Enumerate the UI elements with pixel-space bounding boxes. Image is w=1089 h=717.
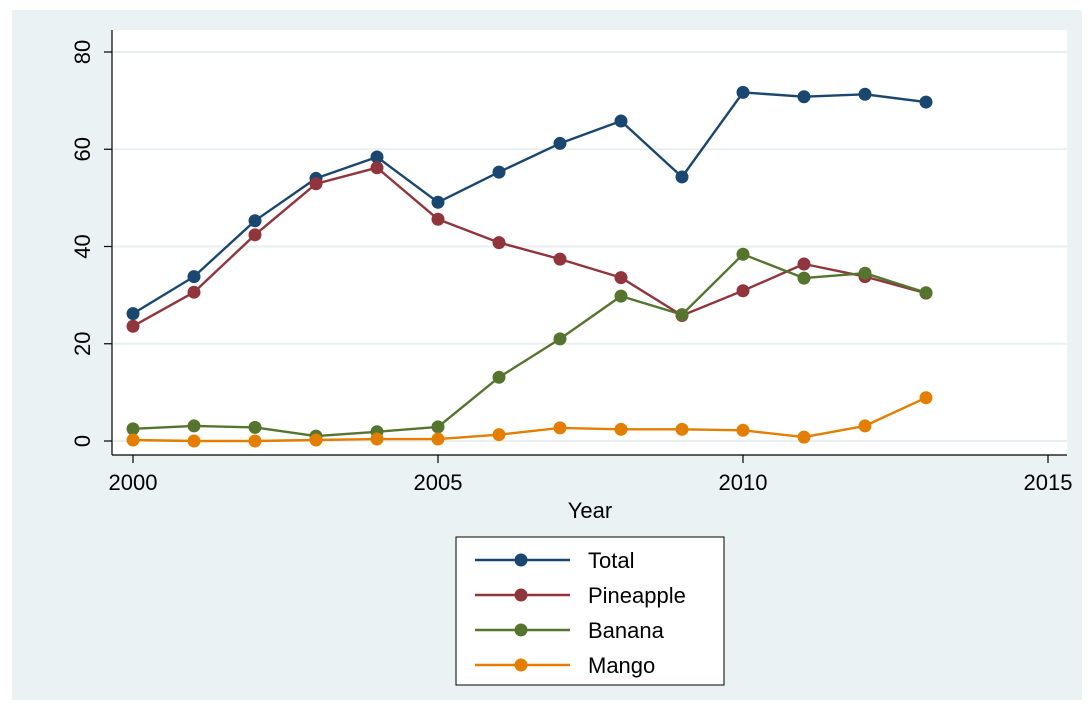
data-point [736,247,750,261]
data-point [492,428,506,442]
data-point [126,307,140,321]
series-line [132,396,927,443]
legend-swatch-marker [514,658,528,672]
data-point [797,90,811,104]
legend-swatch-marker [514,588,528,602]
data-point [614,289,628,303]
legend-label: Pineapple [588,583,686,608]
data-point [797,271,811,285]
x-tick-label: 2015 [1024,470,1073,495]
data-point [309,433,323,447]
data-point [919,286,933,300]
data-point [614,271,628,285]
data-point [919,95,933,109]
x-tick-label: 2005 [414,470,463,495]
data-point [797,257,811,271]
y-tick-label: 40 [70,234,95,258]
data-point [675,308,689,322]
data-point [370,161,384,175]
data-point [431,212,445,226]
data-point [919,391,933,405]
data-point [370,432,384,446]
y-tick-label: 0 [70,435,95,447]
y-tick-label: 20 [70,332,95,356]
data-point [248,434,262,448]
legend-swatch-marker [514,623,528,637]
x-axis: 2000 2005 2010 2015 [109,454,1073,495]
data-point [248,228,262,242]
data-point [248,420,262,434]
data-point [858,266,872,280]
data-point [126,319,140,333]
data-point [675,422,689,436]
data-point [248,214,262,228]
legend-label: Mango [588,653,655,678]
data-point [431,195,445,209]
series-line [132,91,927,315]
x-tick-label: 2010 [719,470,768,495]
data-point [736,423,750,437]
data-point [553,136,567,150]
legend-label: Total [588,548,634,573]
data-point [553,332,567,346]
data-point [492,236,506,250]
series-line [132,253,927,438]
series-total [126,85,933,321]
data-point [675,170,689,184]
x-tick-label: 2000 [109,470,158,495]
legend-label: Banana [588,618,665,643]
data-point [431,432,445,446]
data-point [187,270,201,284]
x-axis-label: Year [568,498,612,523]
series-line [132,166,927,328]
series-group [126,85,933,448]
legend: Total Pineapple Banana Mango [455,536,725,686]
data-point [492,165,506,179]
legend-swatch-marker [514,553,528,567]
data-point [187,434,201,448]
series-mango [126,391,933,448]
legend-box [455,536,725,686]
data-point [614,422,628,436]
data-point [431,420,445,434]
legend-entry-total: Total [475,548,634,573]
data-point [858,419,872,433]
data-point [187,419,201,433]
data-point [553,421,567,435]
y-tick-label: 80 [70,40,95,64]
legend-entry-banana: Banana [475,618,665,643]
legend-entry-mango: Mango [475,653,655,678]
data-point [858,87,872,101]
y-axis: 0 20 40 60 80 [70,30,113,455]
data-point [553,252,567,266]
series-pineapple [126,161,933,333]
data-point [126,422,140,436]
data-point [187,285,201,299]
data-point [614,114,628,128]
data-point [736,85,750,99]
y-tick-label: 60 [70,137,95,161]
data-point [492,370,506,384]
legend-entry-pineapple: Pineapple [475,583,686,608]
plot-area [112,30,1067,455]
data-point [370,150,384,164]
data-point [309,177,323,191]
data-point [736,284,750,298]
data-point [797,430,811,444]
data-point [126,433,140,447]
